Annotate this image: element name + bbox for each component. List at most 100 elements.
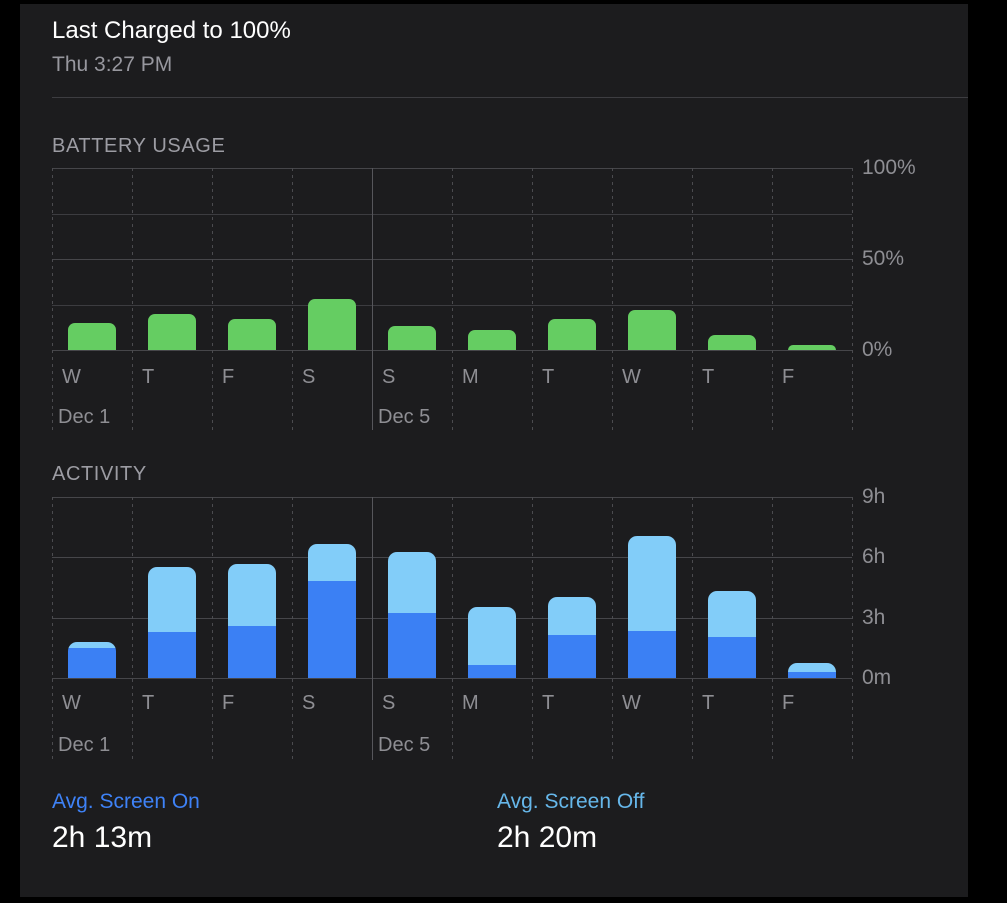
avg-screen-off-value: 2h 20m <box>497 821 598 854</box>
battery-bar-t-1[interactable] <box>148 313 196 350</box>
activity-bar-screen-off-segment <box>148 567 196 632</box>
activity-bar-screen-off-segment <box>708 590 756 637</box>
avg-screen-off-label: Avg. Screen Off <box>497 790 645 813</box>
activity-bar-screen-off-segment <box>228 564 276 626</box>
day-label: S <box>302 692 316 714</box>
activity-bar-t-6[interactable] <box>548 596 596 678</box>
activity-bar-screen-on-segment <box>548 634 596 678</box>
day-label: F <box>782 366 795 388</box>
gridline-vertical <box>52 168 53 430</box>
activity-bar-screen-on-segment <box>388 612 436 678</box>
y-axis-tick-label: 0% <box>862 338 893 361</box>
battery-bar-m-5[interactable] <box>468 330 516 350</box>
gridline-vertical <box>852 168 853 430</box>
date-label: Dec 5 <box>378 406 431 428</box>
activity-bar-m-5[interactable] <box>468 606 516 678</box>
gridline-vertical <box>772 168 773 430</box>
gridline-vertical <box>132 497 133 760</box>
gridline-vertical <box>372 497 373 760</box>
gridline-vertical <box>212 497 213 760</box>
battery-bar-f-9[interactable] <box>788 344 836 350</box>
activity-bar-screen-off-segment <box>308 544 356 582</box>
activity-section-label: ACTIVITY <box>52 463 147 485</box>
activity-bar-f-9[interactable] <box>788 662 836 678</box>
gridline-vertical <box>532 497 533 760</box>
last-charged-title: Last Charged to 100% <box>52 17 291 44</box>
activity-bar-w-7[interactable] <box>628 536 676 678</box>
battery-bar-s-3[interactable] <box>308 299 356 350</box>
battery-bar-fill <box>468 330 516 350</box>
day-label: F <box>782 692 795 714</box>
gridline-vertical <box>132 168 133 430</box>
battery-bar-w-7[interactable] <box>628 310 676 350</box>
battery-bar-fill <box>68 322 116 350</box>
activity-bar-screen-on-segment <box>308 581 356 678</box>
avg-screen-on-label: Avg. Screen On <box>52 790 200 813</box>
battery-usage-chart: W T F S S M T W T F Dec 1 Dec 5 100% 50% 0% <box>52 156 916 430</box>
battery-bar-fill <box>388 326 436 350</box>
day-label: T <box>542 692 555 714</box>
day-label: S <box>382 366 396 388</box>
activity-bar-screen-off-segment <box>388 552 436 613</box>
activity-bar-w-0[interactable] <box>68 641 116 678</box>
gridline-vertical <box>852 497 853 760</box>
date-label: Dec 1 <box>58 406 111 428</box>
gridline-vertical <box>692 497 693 760</box>
activity-bar-screen-on-segment <box>788 671 836 678</box>
gridline-vertical <box>452 497 453 760</box>
battery-bar-t-6[interactable] <box>548 319 596 350</box>
day-label: S <box>302 366 316 388</box>
activity-bar-screen-on-segment <box>468 664 516 678</box>
activity-bar-screen-off-segment <box>68 641 116 648</box>
gridline-vertical <box>692 168 693 430</box>
gridline-vertical <box>372 168 373 430</box>
day-label: T <box>142 366 155 388</box>
avg-screen-off-stat: Avg. Screen Off 2h 20m <box>497 788 897 856</box>
battery-bar-fill <box>788 344 836 350</box>
battery-bar-s-4[interactable] <box>388 326 436 350</box>
activity-bar-s-3[interactable] <box>308 544 356 678</box>
y-axis-tick-label: 9h <box>862 485 886 508</box>
avg-screen-on-value: 2h 13m <box>52 821 153 854</box>
y-axis-tick-label: 50% <box>862 247 905 270</box>
day-label: T <box>702 692 715 714</box>
date-label: Dec 5 <box>378 734 431 756</box>
battery-bar-w-0[interactable] <box>68 322 116 350</box>
battery-detail-panel: Last Charged to 100% Thu 3:27 PM BATTERY… <box>20 4 968 897</box>
activity-bar-screen-off-segment <box>788 662 836 672</box>
day-label: W <box>62 692 81 714</box>
day-label: T <box>702 366 715 388</box>
activity-bar-t-8[interactable] <box>708 590 756 679</box>
activity-bar-screen-off-segment <box>628 536 676 631</box>
day-label: T <box>142 692 155 714</box>
activity-bar-screen-on-segment <box>148 631 196 678</box>
battery-bar-f-2[interactable] <box>228 319 276 350</box>
gridline-vertical <box>52 497 53 760</box>
gridline-vertical <box>612 168 613 430</box>
activity-chart: W T F S S M T W T F Dec 1 Dec 5 9h 6h 3h 0m <box>52 485 891 760</box>
header-divider <box>52 97 968 98</box>
gridline-vertical <box>772 497 773 760</box>
activity-bar-s-4[interactable] <box>388 552 436 678</box>
gridline-vertical <box>292 497 293 760</box>
battery-bar-fill <box>148 313 196 350</box>
gridline-vertical <box>452 168 453 430</box>
battery-usage-section-label: BATTERY USAGE <box>52 135 226 157</box>
day-label: M <box>462 692 479 714</box>
date-label: Dec 1 <box>58 734 111 756</box>
last-charged-time: Thu 3:27 PM <box>52 53 173 76</box>
battery-bar-t-8[interactable] <box>708 335 756 350</box>
battery-bar-fill <box>628 310 676 350</box>
activity-bar-screen-on-segment <box>628 630 676 678</box>
activity-bar-screen-on-segment <box>228 625 276 678</box>
y-axis-tick-label: 0m <box>862 666 892 689</box>
activity-bar-t-1[interactable] <box>148 567 196 678</box>
battery-bar-fill <box>228 319 276 350</box>
battery-bar-fill <box>548 319 596 350</box>
activity-bar-f-2[interactable] <box>228 564 276 678</box>
gridline-vertical <box>292 168 293 430</box>
y-axis-tick-label: 3h <box>862 605 886 629</box>
activity-bar-screen-off-segment <box>548 596 596 635</box>
y-axis-tick-label: 6h <box>862 545 886 569</box>
gridline-vertical <box>612 497 613 760</box>
